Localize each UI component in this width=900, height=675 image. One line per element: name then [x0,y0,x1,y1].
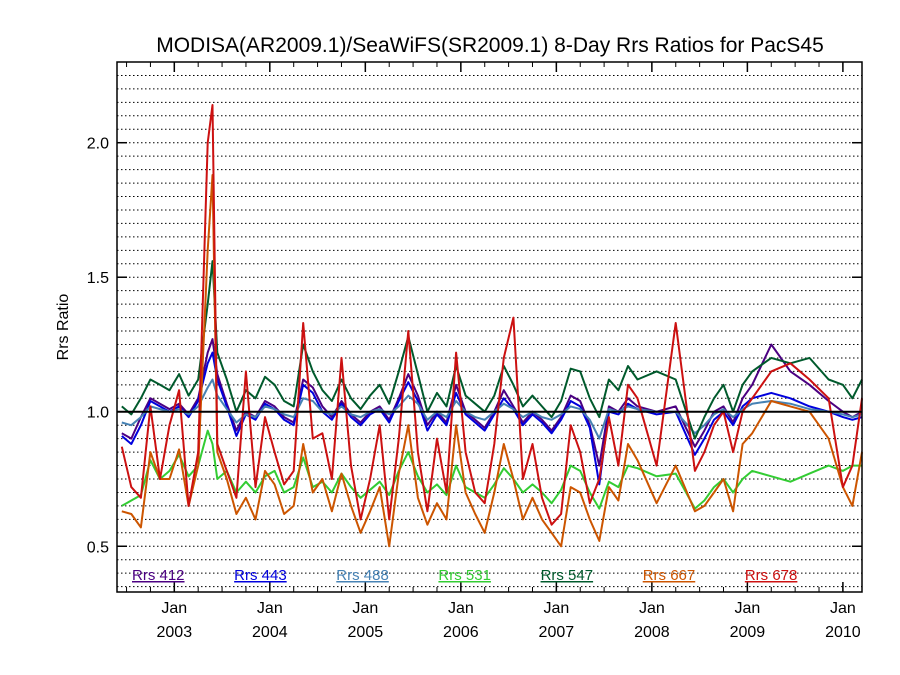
x-tick-label-month: Jan [257,600,283,617]
x-tick-label-month: Jan [734,600,760,617]
x-tick-label-year: 2005 [348,624,384,641]
x-tick-label-year: 2003 [157,624,193,641]
x-tick-label-year: 2010 [825,624,861,641]
x-tick-label-year: 2004 [252,624,288,641]
legend-item-rrs_667: Rrs 667 [643,567,696,584]
legend-item-rrs_531: Rrs 531 [438,567,491,584]
x-tick-label-year: 2006 [443,624,479,641]
x-tick-label-month: Jan [448,600,474,617]
series-line-rrs_667 [121,174,863,548]
legend-item-rrs_443: Rrs 443 [234,567,287,584]
axes: 0.5 1.0 1.5 2.0 Jan 2003 Jan 2004 Jan 2005 Jan 2006… [87,62,862,641]
x-tick-label-month: Jan [352,600,378,617]
series-line-rrs_678 [120,104,863,526]
chart-title: MODISA(AR2009.1)/SeaWiFS(SR2009.1) 8-Day… [156,34,824,57]
series-line-rrs_412 [121,338,863,467]
x-tick-label-month: Jan [639,600,665,617]
plot-frame [116,61,863,593]
series-line-rrs_531 [121,429,862,510]
y-tick-label: 2.0 [87,136,109,153]
series-line-rrs_547 [121,260,863,440]
x-tick-label-year: 2009 [730,624,766,641]
legend-item-rrs_547: Rrs 547 [541,567,594,584]
series-line-rrs_488 [121,378,863,440]
x-tick-label-month: Jan [161,600,187,617]
legend-item-rrs_678: Rrs 678 [745,567,798,584]
y-tick-label: 1.5 [87,270,109,287]
y-tick-label: 0.5 [87,539,109,556]
x-tick-label-year: 2008 [634,624,670,641]
y-axis-label: Rrs Ratio [55,294,72,361]
y-tick-label: 1.0 [87,405,109,422]
x-tick-label-year: 2007 [539,624,575,641]
x-tick-label-month: Jan [543,600,569,617]
series-lines [120,104,863,548]
x-tick-label-month: Jan [830,600,856,617]
legend: Rrs 412 Rrs 443 Rrs 488 Rrs 531 Rrs 547 Rrs 6… [132,567,797,584]
legend-item-rrs_412: Rrs 412 [132,567,185,584]
legend-item-rrs_488: Rrs 488 [336,567,389,584]
